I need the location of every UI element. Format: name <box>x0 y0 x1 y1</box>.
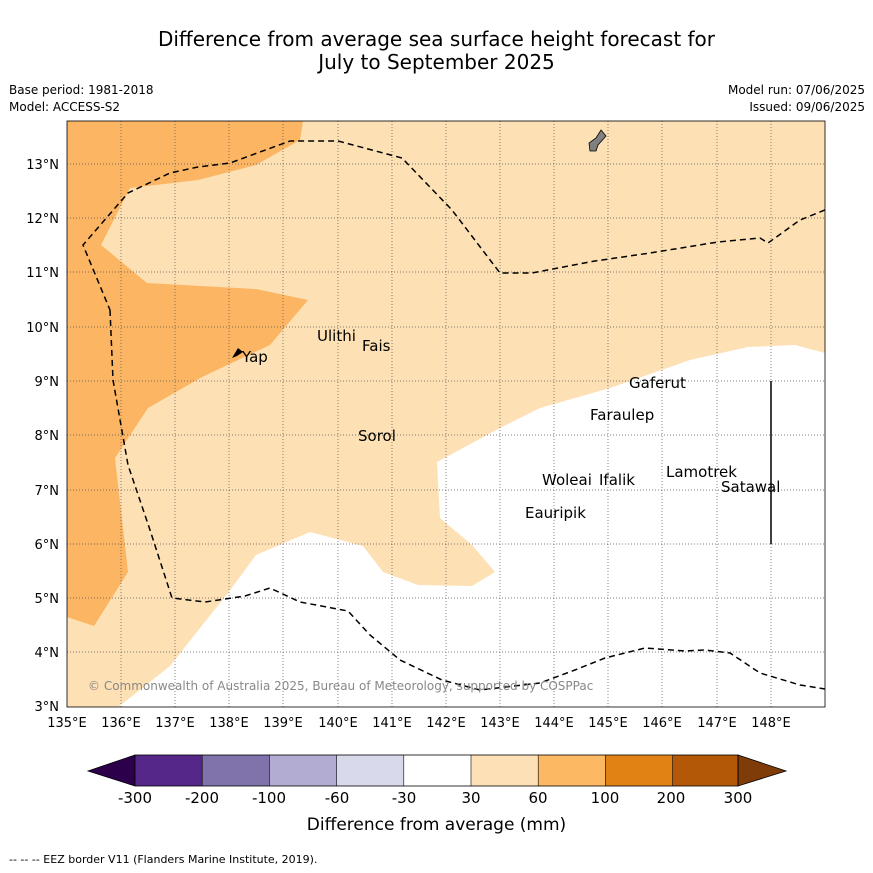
x-tick-label: 141°E <box>372 716 412 731</box>
colorbar-swatch <box>538 755 606 786</box>
x-tick-label: 140°E <box>318 716 358 731</box>
map-frame <box>66 120 826 708</box>
place-label-sorol: Sorol <box>358 427 396 445</box>
title-line-1: Difference from average sea surface heig… <box>157 27 716 51</box>
colorbar-extend-low <box>86 754 136 787</box>
place-label-woleai: Woleai <box>542 471 592 489</box>
guam-island <box>588 129 607 152</box>
model-run: Model run: 07/06/2025 <box>727 83 865 97</box>
place-label-ulithi: Ulithi <box>317 327 356 345</box>
place-label-gaferut: Gaferut <box>629 374 686 392</box>
eez-border-west <box>109 309 825 691</box>
colorbar-tick: 60 <box>528 789 547 807</box>
colorbar-swatch <box>403 755 471 786</box>
place-labels: Ulithi Fais Yap Gaferut Faraulep Sorol W… <box>241 327 780 522</box>
colorbar-swatch <box>135 755 203 786</box>
colorbar-swatch <box>471 755 539 786</box>
colorbar-label: Difference from average (mm) <box>306 815 567 835</box>
colorbar-swatch <box>269 755 337 786</box>
x-tick-label: 135°E <box>47 716 87 731</box>
colorbar-tick: 100 <box>591 789 620 807</box>
colorbar-swatch <box>202 755 270 786</box>
x-tick-label: 143°E <box>480 716 520 731</box>
colorbar-tick: -30 <box>392 789 417 807</box>
y-tick-label: 9°N <box>35 375 60 390</box>
y-tick-label: 7°N <box>35 484 60 499</box>
x-tick-labels: 135°E 136°E 137°E 138°E 139°E 140°E 141°… <box>47 716 791 731</box>
colorbar-swatch <box>605 755 673 786</box>
copyright-notice: © Commonwealth of Australia 2025, Bureau… <box>88 679 593 693</box>
x-tick-label: 139°E <box>263 716 303 731</box>
map-plot-area <box>67 121 825 707</box>
colorbar-swatch <box>672 755 738 786</box>
eez-borders <box>82 140 825 691</box>
place-label-eauripik: Eauripik <box>525 504 586 522</box>
x-tick-label: 145°E <box>588 716 628 731</box>
place-label-yap: Yap <box>241 348 268 366</box>
y-tick-labels: 3°N 4°N 5°N 6°N 7°N 8°N 9°N 10°N 11°N 12… <box>26 158 59 715</box>
yap-island <box>232 348 243 358</box>
x-tick-label: 142°E <box>426 716 466 731</box>
colorbar-tick: 30 <box>461 789 480 807</box>
y-tick-label: 11°N <box>26 266 59 281</box>
colorbar-tick: -300 <box>118 789 152 807</box>
colorbar-frame <box>134 754 739 787</box>
colorbar-tick: 300 <box>724 789 753 807</box>
islands <box>232 129 607 358</box>
y-tick-label: 8°N <box>35 429 60 444</box>
colorbar-tick: 200 <box>657 789 686 807</box>
colorbar-tick: -60 <box>325 789 350 807</box>
meta-right: Model run: 07/06/2025 Issued: 09/06/2025 <box>728 82 865 116</box>
place-label-satawal: Satawal <box>721 478 780 496</box>
title-line-2: July to September 2025 <box>318 50 555 74</box>
colorbar: -300 -200 -100 -60 -30 30 60 100 200 300 <box>86 754 788 807</box>
meta-left: Base period: 1981-2018 Model: ACCESS-S2 <box>9 82 154 116</box>
issued-date: Issued: 09/06/2025 <box>749 100 865 114</box>
x-tick-label: 147°E <box>697 716 737 731</box>
place-label-ifalik: Ifalik <box>599 471 635 489</box>
y-tick-label: 4°N <box>35 646 60 661</box>
x-tick-label: 138°E <box>209 716 249 731</box>
x-tick-label: 148°E <box>751 716 791 731</box>
y-tick-label: 10°N <box>26 321 59 336</box>
place-label-fais: Fais <box>362 337 391 355</box>
model-name: Model: ACCESS-S2 <box>9 100 121 114</box>
y-tick-label: 5°N <box>35 592 60 607</box>
y-tick-label: 13°N <box>26 158 59 173</box>
eez-footnote: -- -- -- EEZ border V11 (Flanders Marine… <box>9 853 318 866</box>
colorbar-extend-high <box>737 754 788 787</box>
x-tick-label: 136°E <box>101 716 141 731</box>
colorbar-swatch <box>336 755 404 786</box>
colorbar-tick: -100 <box>252 789 286 807</box>
x-tick-label: 144°E <box>534 716 574 731</box>
y-tick-label: 3°N <box>35 700 60 715</box>
shading-60-100-north <box>67 121 308 626</box>
base-period: Base period: 1981-2018 <box>9 83 154 97</box>
y-tick-label: 12°N <box>26 212 59 227</box>
y-tick-label: 6°N <box>35 538 60 553</box>
chart-title: Difference from average sea surface heig… <box>0 28 873 74</box>
shading-neutral-east <box>118 345 825 707</box>
gridlines <box>67 121 825 707</box>
eez-border-north <box>82 140 825 311</box>
x-tick-label: 146°E <box>642 716 682 731</box>
place-label-lamotrek: Lamotrek <box>666 463 737 481</box>
x-tick-label: 137°E <box>155 716 195 731</box>
place-label-faraulep: Faraulep <box>590 406 654 424</box>
colorbar-tick: -200 <box>185 789 219 807</box>
